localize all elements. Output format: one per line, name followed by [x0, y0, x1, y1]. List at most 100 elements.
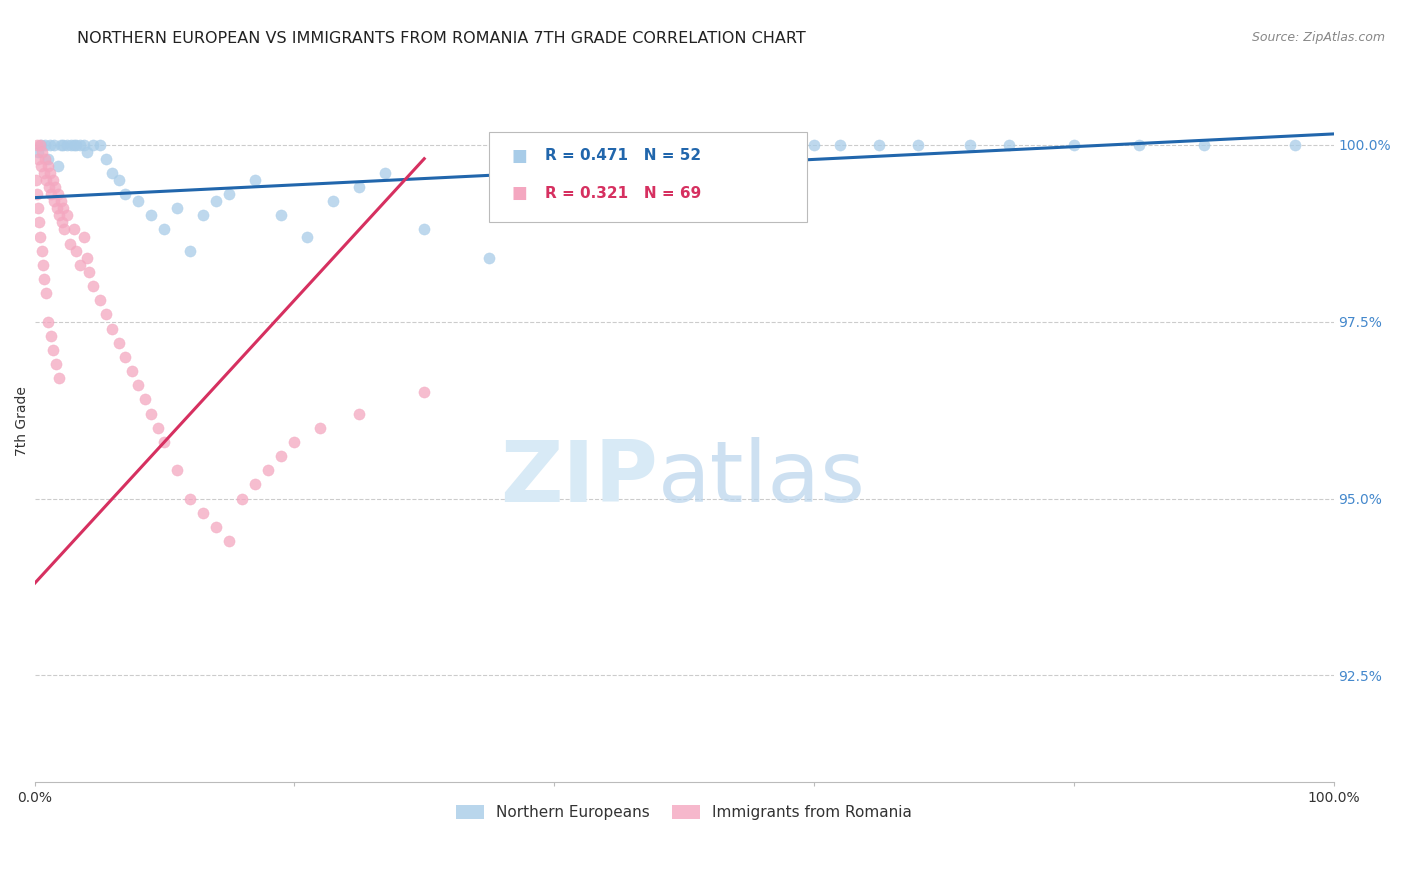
Point [27, 152, 49, 166]
Point [59, 236, 82, 251]
Point [51, 215, 73, 229]
Point [25, 173, 48, 187]
Point [37, 152, 59, 166]
Point [82, 137, 104, 152]
Point [30, 137, 52, 152]
Point [37, 314, 59, 328]
Point [218, 533, 240, 548]
Point [37, 159, 59, 173]
Point [153, 222, 176, 236]
Point [127, 378, 149, 392]
Point [65, 137, 87, 152]
Point [543, 137, 565, 152]
Point [257, 463, 280, 477]
Point [73, 229, 96, 244]
Point [48, 371, 70, 385]
Text: NORTHERN EUROPEAN VS IMMIGRANTS FROM ROMANIA 7TH GRADE CORRELATION CHART: NORTHERN EUROPEAN VS IMMIGRANTS FROM ROM… [77, 31, 806, 46]
Point [166, 201, 188, 215]
Point [46, 159, 69, 173]
Point [141, 407, 163, 421]
Point [89, 137, 111, 152]
Text: R = 0.321   N = 69: R = 0.321 N = 69 [546, 186, 702, 201]
Point [34, 137, 56, 152]
Point [32, 166, 55, 180]
Point [907, 137, 929, 152]
Point [153, 434, 176, 449]
Point [179, 491, 201, 506]
Point [30, 159, 52, 173]
Point [828, 137, 851, 152]
Point [101, 166, 124, 180]
Point [30, 229, 52, 244]
Point [48, 208, 70, 222]
Point [45, 357, 67, 371]
Point [34, 286, 56, 301]
Point [31, 145, 53, 159]
Point [1192, 137, 1215, 152]
Point [997, 137, 1019, 152]
Point [1284, 137, 1306, 152]
Point [101, 321, 124, 335]
Point [108, 335, 131, 350]
Point [25, 137, 48, 152]
Point [73, 137, 96, 152]
Point [77, 265, 100, 279]
Point [42, 343, 65, 357]
Point [25, 187, 48, 202]
Point [218, 187, 240, 202]
Point [322, 194, 344, 209]
Point [53, 222, 76, 236]
Point [38, 180, 60, 194]
Point [28, 215, 51, 229]
Point [76, 145, 98, 159]
Point [59, 137, 82, 152]
Point [309, 420, 332, 434]
Point [803, 137, 825, 152]
Point [42, 173, 65, 187]
Point [193, 506, 215, 520]
Point [673, 173, 696, 187]
Point [205, 520, 228, 534]
Point [69, 258, 91, 272]
Text: R = 0.471   N = 52: R = 0.471 N = 52 [546, 148, 702, 163]
Point [56, 137, 79, 152]
Point [868, 137, 890, 152]
Point [413, 385, 436, 400]
Point [41, 187, 63, 202]
Point [283, 434, 305, 449]
Point [205, 194, 228, 209]
Text: ZIP: ZIP [501, 437, 658, 520]
Point [959, 137, 981, 152]
Point [46, 187, 69, 202]
Point [56, 208, 79, 222]
Point [42, 137, 65, 152]
Point [94, 152, 117, 166]
Point [127, 194, 149, 209]
Point [141, 208, 163, 222]
Point [193, 208, 215, 222]
Point [49, 137, 72, 152]
Point [349, 407, 371, 421]
Point [270, 449, 292, 463]
Point [45, 201, 67, 215]
Point [114, 350, 136, 364]
Point [44, 180, 66, 194]
Point [297, 229, 319, 244]
Point [31, 244, 53, 258]
Point [245, 173, 267, 187]
Point [179, 244, 201, 258]
Point [94, 308, 117, 322]
Point [231, 491, 253, 506]
Point [62, 137, 84, 152]
Legend: Northern Europeans, Immigrants from Romania: Northern Europeans, Immigrants from Roma… [450, 798, 918, 826]
Point [39, 166, 62, 180]
Point [108, 173, 131, 187]
Point [478, 251, 501, 265]
Point [1128, 137, 1150, 152]
Point [62, 222, 84, 236]
Point [270, 208, 292, 222]
Point [39, 137, 62, 152]
Point [34, 272, 56, 286]
Point [89, 293, 111, 308]
Point [166, 463, 188, 477]
